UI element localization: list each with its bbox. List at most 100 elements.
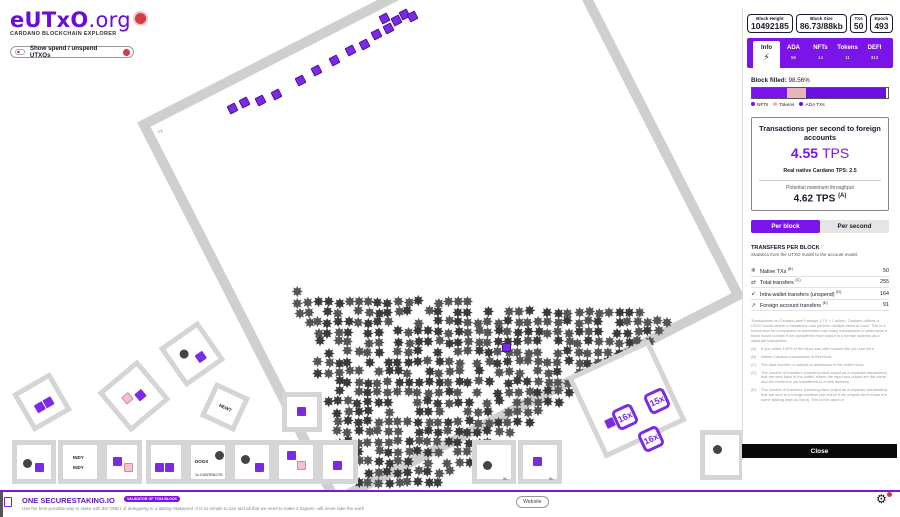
small-block[interactable]: XL bbox=[472, 440, 516, 484]
tx-cog-icon: ✸ bbox=[382, 414, 396, 432]
tx-cog-icon: ✸ bbox=[301, 295, 315, 313]
tx-cog-icon: ✸ bbox=[562, 325, 576, 343]
small-block[interactable]: NEWT bbox=[199, 381, 251, 433]
tx-cog-icon: ✸ bbox=[371, 314, 384, 332]
tx-cog-icon: ✸ bbox=[373, 305, 386, 323]
small-block[interactable] bbox=[158, 320, 226, 388]
tx-cog-icon: ✸ bbox=[411, 343, 425, 361]
tx-cog-icon: ✸ bbox=[410, 443, 424, 461]
transfer-value: 91 bbox=[883, 302, 889, 309]
small-block[interactable] bbox=[318, 440, 358, 484]
tx-cog-icon: ✸ bbox=[431, 304, 445, 322]
tx-cog-icon: ✸ bbox=[531, 345, 544, 363]
block-visualization-canvas[interactable]: TX ✸ ✸ ✸ ✸ ✸ ✸ ✸ ✸ ✸ ✸ ✸ ✸ ✸ ✸ ✸ ✸ ✸ ✸ ✸ ✸ ✸ ✸ ✸ ✸ ✸ ✸ ✸ ✸ ✸ ✸ ✸ ✸ ✸ ✸ ✸ ✸ ✸… bbox=[0, 0, 742, 490]
token-chip-icon bbox=[533, 457, 542, 466]
tx-cog-icon: ✸ bbox=[352, 384, 366, 402]
per-second-button[interactable]: Per second bbox=[837, 223, 872, 231]
tx-cog-icon: ✸ bbox=[453, 454, 467, 472]
tx-cog-icon: ✸ bbox=[480, 423, 494, 441]
tx-cog-icon: ✸ bbox=[423, 475, 436, 490]
tx-cog-icon: ✸ bbox=[383, 455, 397, 473]
tx-cog-icon: ✸ bbox=[550, 364, 564, 382]
tab-tokens[interactable]: Tokens 11 bbox=[837, 45, 858, 60]
tx-cog-icon: ✸ bbox=[451, 444, 464, 462]
tx-cog-icon: ✸ bbox=[393, 303, 406, 321]
tx-cog-icon: ✸ bbox=[433, 354, 447, 372]
lightning-icon: ⚡ bbox=[763, 52, 770, 62]
scroll-handle[interactable] bbox=[0, 492, 3, 517]
tx-cog-icon: ✸ bbox=[371, 423, 384, 441]
settings-gear-icon[interactable]: ⚙ bbox=[876, 492, 892, 506]
tx-cog-icon: ✸ bbox=[451, 344, 465, 362]
tx-cog-icon: ✸ bbox=[561, 343, 574, 361]
block-label: INDY bbox=[73, 455, 84, 460]
xl-tag: XL bbox=[503, 477, 508, 481]
tx-cog-icon: ✸ bbox=[430, 433, 444, 451]
tx-cog-icon: ✸ bbox=[441, 375, 455, 393]
tx-cog-icon: ✸ bbox=[442, 434, 456, 452]
spend-toggle[interactable]: Show spend / unspend UTXOs bbox=[10, 45, 134, 59]
transfers-list: ❄ Native TXs (B) 50 ⇄ Total transfers (C… bbox=[751, 265, 889, 312]
website-button[interactable]: Website bbox=[516, 496, 549, 508]
small-block[interactable] bbox=[274, 440, 318, 484]
logo[interactable]: eUTxO.org bbox=[10, 8, 146, 32]
sponsor-title[interactable]: ONE SECURESTAKING.IO bbox=[22, 496, 115, 505]
close-panel-button[interactable]: Close bbox=[742, 444, 897, 458]
tx-cog-icon: ✸ bbox=[531, 385, 544, 403]
legend-nfts: NFTs bbox=[751, 102, 768, 108]
swap-arrows-icon: ⇄ bbox=[751, 279, 757, 286]
tx-cog-icon: ✸ bbox=[463, 394, 476, 412]
tx-cog-icon: ✸ bbox=[421, 323, 435, 341]
arrow-in-icon: ↙ bbox=[751, 291, 757, 298]
tx-cog-icon: ✸ bbox=[532, 373, 545, 391]
tab-defi[interactable]: DEFI 313 bbox=[867, 45, 882, 60]
tx-cog-icon: ✸ bbox=[402, 324, 415, 342]
transfer-value: 255 bbox=[880, 279, 889, 286]
tab-nfts[interactable]: NFTs 14 bbox=[813, 45, 828, 60]
tx-cog-icon: ✸ bbox=[341, 413, 355, 431]
tx-cog-icon: ✸ bbox=[393, 475, 407, 490]
small-block[interactable] bbox=[12, 440, 56, 484]
small-block[interactable] bbox=[11, 371, 73, 433]
small-block[interactable] bbox=[230, 440, 274, 484]
tx-cog-icon: ✸ bbox=[421, 403, 435, 421]
tx-cog-icon: ✸ bbox=[493, 424, 506, 442]
tab-ada[interactable]: ADA 56 bbox=[787, 45, 800, 60]
tx-cog-icon: ✸ bbox=[531, 403, 545, 421]
tx-cog-icon: ✸ bbox=[470, 355, 484, 373]
small-block[interactable] bbox=[146, 440, 186, 484]
token-chip-icon bbox=[287, 451, 296, 460]
toggle-switch-icon[interactable] bbox=[15, 49, 25, 55]
tx-cog-icon: ✸ bbox=[521, 315, 534, 333]
tx-cog-icon: ✸ bbox=[453, 424, 466, 442]
tx-cog-icon: ✸ bbox=[543, 375, 556, 393]
tx-cog-icon: ✸ bbox=[372, 394, 386, 412]
tab-info[interactable]: Info ⚡ bbox=[753, 41, 780, 68]
tx-cog-icon: ✸ bbox=[363, 304, 376, 322]
tx-cog-icon: ✸ bbox=[340, 375, 354, 393]
tx-cog-icon: ✸ bbox=[503, 424, 517, 442]
small-block[interactable] bbox=[97, 359, 171, 433]
arrow-out-icon: ↗ bbox=[751, 302, 757, 309]
tx-cog-icon: ✸ bbox=[333, 295, 347, 313]
small-block[interactable]: INDY INDY bbox=[58, 440, 102, 484]
block-tx-tag: TX bbox=[156, 127, 164, 135]
tx-cog-icon: ✸ bbox=[403, 434, 416, 452]
tx-cog-icon: ✸ bbox=[571, 335, 584, 353]
potential-throughput-value: 4.62 TPS (A) bbox=[793, 193, 847, 205]
small-block[interactable] bbox=[282, 392, 322, 432]
tx-cog-icon: ✸ bbox=[401, 465, 414, 483]
tx-cog-icon: ✸ bbox=[471, 405, 485, 423]
tx-cog-icon: ✸ bbox=[352, 363, 366, 381]
small-block[interactable] bbox=[700, 430, 742, 480]
small-block[interactable]: DOGS 1x CONTRACTS bbox=[186, 440, 230, 484]
tx-cog-icon: ✸ bbox=[330, 405, 344, 423]
small-block[interactable] bbox=[102, 440, 142, 484]
tx-cog-icon: ✸ bbox=[633, 305, 646, 323]
tx-cog-icon: ✸ bbox=[423, 414, 437, 432]
per-block-button[interactable]: Per block bbox=[751, 220, 820, 234]
tx-cog-icon: ✸ bbox=[412, 293, 425, 311]
tx-cog-icon: ✸ bbox=[361, 393, 374, 411]
tx-cog-icon: ✸ bbox=[411, 414, 425, 432]
small-block[interactable]: XL bbox=[518, 440, 562, 484]
